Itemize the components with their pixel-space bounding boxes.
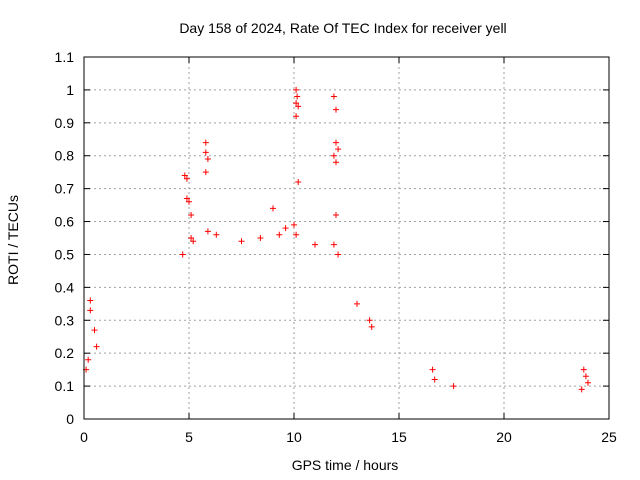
y-tick-label: 0.4 (55, 279, 75, 295)
data-point (190, 238, 197, 245)
data-point (238, 238, 245, 245)
data-point (431, 376, 438, 383)
data-point (93, 343, 100, 350)
data-point (181, 172, 188, 179)
y-axis-label: ROTI / TECUs (5, 195, 21, 285)
data-point (368, 323, 375, 330)
y-tick-label: 1 (66, 82, 74, 98)
data-point (257, 235, 264, 241)
data-point (204, 228, 211, 235)
y-tick-label: 0.9 (55, 115, 75, 131)
y-tick-label: 1.1 (55, 49, 75, 65)
x-tick-label: 5 (185, 429, 193, 445)
data-point (291, 221, 297, 228)
data-point (293, 100, 300, 107)
data-point (366, 317, 373, 324)
x-tick-label: 20 (496, 429, 512, 445)
data-point (335, 146, 342, 153)
data-point (354, 300, 360, 307)
data-point (312, 241, 318, 248)
data-point (330, 241, 337, 248)
data-point (293, 231, 300, 238)
data-point (188, 211, 195, 218)
data-point (330, 93, 337, 100)
data-point (270, 205, 276, 212)
y-tick-label: 0.5 (55, 246, 75, 262)
data-point (183, 175, 190, 182)
data-point (429, 366, 436, 373)
data-point (333, 159, 339, 166)
data-point (186, 198, 192, 205)
x-axis-label: GPS time / hours (292, 457, 399, 473)
data-point (295, 179, 302, 186)
plot-border (83, 56, 610, 420)
data-point (578, 386, 585, 393)
data-points (83, 86, 591, 393)
x-tick-label: 25 (601, 429, 617, 445)
data-point (282, 225, 289, 232)
y-tick-label: 0.6 (55, 214, 75, 230)
x-tick-labels: 0 5 10 15 20 25 (80, 429, 617, 445)
y-tick-label: 0 (66, 411, 74, 427)
y-tick-label: 0.8 (55, 148, 75, 164)
data-point (213, 231, 220, 238)
y-tick-labels: 0 0.1 0.2 0.3 0.4 0.5 0.6 0.7 0.8 0.9 1 1.1 (55, 49, 75, 427)
data-point (202, 149, 209, 156)
data-point (333, 106, 339, 113)
data-point (330, 152, 337, 159)
data-point (295, 103, 302, 110)
data-point (85, 356, 92, 363)
data-point (179, 251, 186, 258)
data-point (183, 195, 190, 202)
x-tick-label: 0 (80, 429, 88, 445)
data-point (580, 366, 587, 373)
data-point (294, 93, 301, 100)
data-point (91, 327, 98, 334)
data-point (87, 297, 94, 304)
data-point (335, 251, 342, 258)
chart-title: Day 158 of 2024, Rate Of TEC Index for r… (179, 20, 506, 36)
data-point (293, 86, 300, 93)
data-point (333, 211, 339, 218)
y-tick-label: 0.1 (55, 378, 75, 394)
y-tick-label: 0.2 (55, 345, 75, 361)
data-point (202, 139, 209, 146)
data-point (582, 373, 589, 380)
x-tick-label: 10 (286, 429, 302, 445)
y-tick-label: 0.7 (55, 181, 75, 197)
data-point (585, 379, 591, 386)
data-point (333, 139, 339, 146)
data-point (202, 169, 209, 176)
data-point (450, 383, 457, 390)
data-point (188, 235, 195, 241)
y-tick-label: 0.3 (55, 312, 75, 328)
data-point (87, 307, 94, 314)
x-tick-label: 15 (391, 429, 407, 445)
data-point (276, 231, 283, 238)
data-point (204, 156, 211, 163)
axis-ticks (83, 56, 610, 420)
data-point (293, 113, 300, 120)
